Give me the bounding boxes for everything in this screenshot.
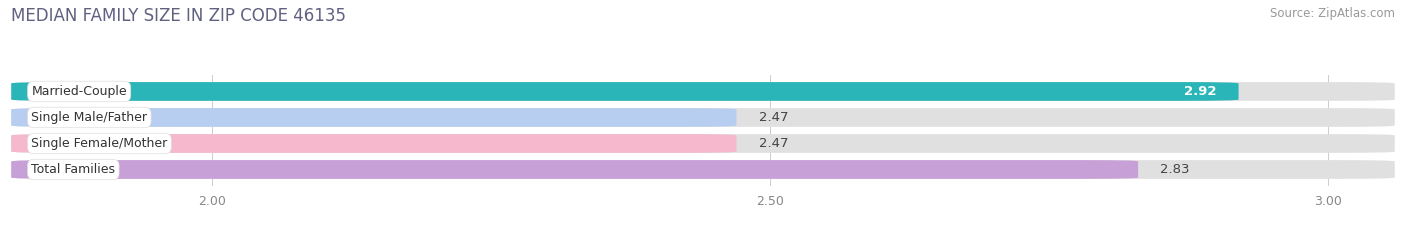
FancyBboxPatch shape xyxy=(11,134,737,153)
Text: Married-Couple: Married-Couple xyxy=(31,85,127,98)
Text: 2.83: 2.83 xyxy=(1160,163,1189,176)
Text: 2.92: 2.92 xyxy=(1184,85,1216,98)
Text: Source: ZipAtlas.com: Source: ZipAtlas.com xyxy=(1270,7,1395,20)
FancyBboxPatch shape xyxy=(11,108,1395,127)
FancyBboxPatch shape xyxy=(11,134,1395,153)
Text: Total Families: Total Families xyxy=(31,163,115,176)
FancyBboxPatch shape xyxy=(11,160,1137,179)
FancyBboxPatch shape xyxy=(11,82,1239,101)
Text: Single Male/Father: Single Male/Father xyxy=(31,111,148,124)
Text: 2.47: 2.47 xyxy=(759,111,789,124)
FancyBboxPatch shape xyxy=(11,160,1395,179)
FancyBboxPatch shape xyxy=(11,82,1395,101)
Text: 2.47: 2.47 xyxy=(759,137,789,150)
Text: MEDIAN FAMILY SIZE IN ZIP CODE 46135: MEDIAN FAMILY SIZE IN ZIP CODE 46135 xyxy=(11,7,346,25)
FancyBboxPatch shape xyxy=(11,108,737,127)
Text: Single Female/Mother: Single Female/Mother xyxy=(31,137,167,150)
